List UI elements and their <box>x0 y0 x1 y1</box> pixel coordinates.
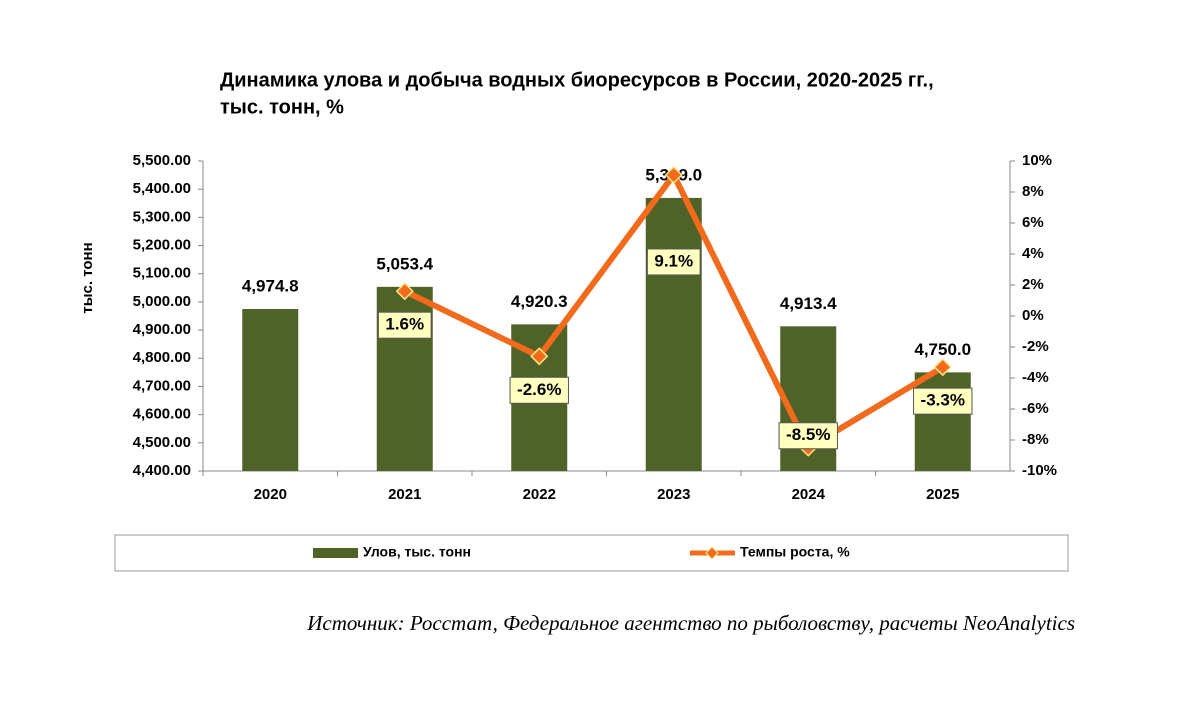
marker <box>933 358 952 377</box>
y-tick-label: 4,500.00 <box>133 434 191 451</box>
y2-tick-label: 4% <box>1022 245 1044 262</box>
y2-tick-label: 0% <box>1022 307 1044 324</box>
x-tick-label: 2023 <box>657 486 690 503</box>
x-tick-label: 2025 <box>926 486 959 503</box>
y2-tick-label: -6% <box>1022 400 1049 417</box>
x-tick-label: 2024 <box>792 486 826 503</box>
legend-box <box>114 534 1069 572</box>
y2-tick-label: -2% <box>1022 338 1049 355</box>
legend-swatch <box>313 548 358 558</box>
y-tick-label: 4,900.00 <box>133 321 191 338</box>
y-tick-label: 4,600.00 <box>133 406 191 423</box>
source: Источник: Росстат, Федеральное агентство… <box>306 611 1075 635</box>
y-tick-label: 5,400.00 <box>133 180 191 197</box>
y2-tick-label: 6% <box>1022 214 1044 231</box>
y-tick-label: 5,200.00 <box>133 237 191 254</box>
y2-tick-label: 10% <box>1022 152 1052 169</box>
y-tick-label: 5,300.00 <box>133 208 191 225</box>
label-box <box>913 387 973 415</box>
label-box <box>646 248 701 276</box>
label-box <box>377 311 432 339</box>
bar <box>242 309 299 471</box>
x-tick-label: 2020 <box>254 486 287 503</box>
bar-value-label: 5,053.4 <box>376 254 433 273</box>
y-tick-label: 5,000.00 <box>133 293 191 310</box>
line-value-label: -8.5% <box>786 425 830 444</box>
y2-tick-label: 8% <box>1022 183 1044 200</box>
y-tick-label: 4,800.00 <box>133 349 191 366</box>
label-box <box>778 422 838 450</box>
chart-title: Динамика улова и добыча водных биоресурс… <box>220 69 934 91</box>
bar-value-label: 4,913.4 <box>780 294 837 313</box>
y2-tick-label: -8% <box>1022 431 1049 448</box>
chart-subtitle: тыс. тонн, % <box>220 96 344 118</box>
line-value-label: 9.1% <box>654 251 693 270</box>
y2-tick-label: -10% <box>1022 462 1057 479</box>
y-tick-label: 5,500.00 <box>133 152 191 169</box>
y-tick-label: 4,400.00 <box>133 462 191 479</box>
line-value-label: -3.3% <box>921 391 965 410</box>
marker <box>664 165 683 185</box>
legend-label: Темпы роста, % <box>740 544 850 560</box>
x-tick-label: 2021 <box>388 486 421 503</box>
bar <box>914 372 971 471</box>
bar-value-label: 4,750.0 <box>914 340 971 359</box>
x-tick-label: 2022 <box>523 486 556 503</box>
line-value-label: -2.6% <box>517 380 561 399</box>
y-axis-label: тыс. тонн <box>79 242 96 313</box>
marker <box>530 347 549 366</box>
bar <box>645 197 702 471</box>
y-tick-label: 5,100.00 <box>133 265 191 282</box>
legend-marker <box>705 546 719 560</box>
line-value-label: 1.6% <box>385 315 424 334</box>
marker <box>395 282 414 301</box>
y2-tick-label: -4% <box>1022 369 1049 386</box>
legend-label: Улов, тыс. тонн <box>363 544 471 560</box>
label-box <box>509 376 569 404</box>
bar-value-label: 4,920.3 <box>511 292 568 311</box>
y-tick-label: 4,700.00 <box>133 377 191 394</box>
bar-value-label: 4,974.8 <box>242 276 299 295</box>
y2-tick-label: 2% <box>1022 276 1044 293</box>
